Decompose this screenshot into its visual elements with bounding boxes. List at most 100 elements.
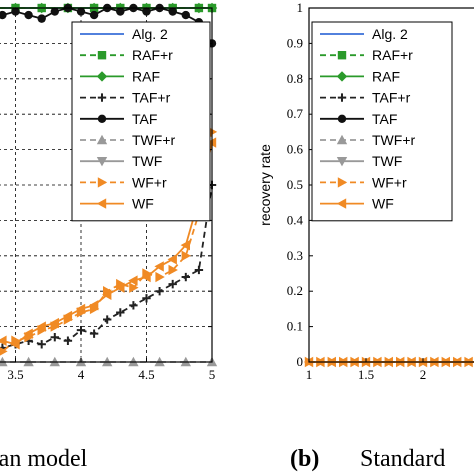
data-point <box>23 328 33 339</box>
data-point <box>24 10 33 20</box>
data-point <box>154 261 164 272</box>
a-legend-item: TWF <box>80 153 162 169</box>
b-legend-item: WF <box>320 196 394 212</box>
legend-label: WF+r <box>132 174 167 190</box>
b-legend-item: RAF <box>320 68 400 84</box>
panel-b-y-axis-label: recovery rate <box>257 144 273 226</box>
data-point <box>0 335 7 346</box>
legend-label: TWF+r <box>372 132 415 148</box>
panel-b: 0 0.1 0.2 0.3 0.4 0.5 0.6 0.7 0.8 0.9 1 1 1.5 2 Alg. … <box>257 0 474 472</box>
legend-swatch-marker <box>337 114 347 124</box>
series-line <box>0 131 213 353</box>
b-y-tick-label: 0.6 <box>287 142 304 157</box>
data-point <box>168 264 178 276</box>
legend-swatch-marker <box>336 157 348 167</box>
data-point <box>194 265 204 275</box>
b-legend-item: WF+r <box>320 174 407 190</box>
panel-a-caption: ian model <box>0 446 88 472</box>
data-point <box>116 308 125 317</box>
data-point <box>0 10 7 20</box>
a-legend-item: RAF <box>80 68 160 84</box>
data-point <box>141 271 151 283</box>
data-point <box>115 282 125 293</box>
data-point <box>142 294 151 303</box>
legend-swatch-marker <box>337 51 347 60</box>
data-point <box>49 317 59 329</box>
legend-label: WF+r <box>372 174 407 190</box>
data-point <box>142 7 151 16</box>
legend-label: TAF <box>132 111 157 127</box>
data-point <box>89 10 99 20</box>
a-legend-item: Alg. 2 <box>80 26 168 42</box>
legend-label: RAF <box>372 68 400 84</box>
legend-swatch-marker <box>337 177 348 188</box>
panel-b-caption-label: (b) <box>290 446 319 472</box>
data-point <box>76 325 86 335</box>
b-y-tick-label: 0.2 <box>287 283 303 298</box>
data-point <box>128 275 138 286</box>
b-x-tick-label: 2 <box>420 367 427 382</box>
a-legend-item: TWF+r <box>80 132 175 148</box>
b-x-tick-label: 1 <box>306 367 313 382</box>
legend-label: RAF+r <box>132 47 173 63</box>
data-point <box>11 7 20 16</box>
b-legend-item: TAF <box>320 111 397 127</box>
data-point <box>129 282 139 293</box>
a-legend-item: RAF+r <box>80 47 173 63</box>
b-y-tick-label: 1 <box>297 0 304 15</box>
b-legend-item: TWF <box>320 153 402 169</box>
data-point <box>181 250 191 261</box>
legend-swatch-marker <box>97 93 107 102</box>
data-point <box>168 279 177 289</box>
data-point <box>116 7 125 16</box>
legend-swatch-marker <box>96 157 108 167</box>
a-legend-item: WF+r <box>80 174 167 190</box>
legend-label: TWF+r <box>132 132 175 148</box>
legend-label: Alg. 2 <box>132 26 168 42</box>
legend-swatch-marker <box>97 51 107 60</box>
legend-swatch-marker <box>97 114 107 124</box>
data-point <box>89 329 99 338</box>
legend-label: Alg. 2 <box>372 26 408 42</box>
data-point <box>62 310 73 322</box>
legend-swatch-marker <box>336 134 348 145</box>
legend-label: WF <box>132 196 154 212</box>
data-point <box>180 239 190 251</box>
data-point <box>88 300 99 311</box>
b-legend-item: TWF+r <box>320 132 415 148</box>
b-x-tick-label: 1.5 <box>358 367 374 382</box>
panel-a-legend: Alg. 2 RAF+r RAF TAF+r TAF TWF+r TWF WF+r WF <box>71 21 211 222</box>
panel-a: 3.5 4 4.5 5 Alg. 2 RAF+r RAF TAF+r TAF TWF+r TWF W… <box>0 2 218 472</box>
data-point <box>75 303 86 315</box>
b-y-tick-label: 0.7 <box>287 106 304 121</box>
data-point <box>50 333 59 342</box>
b-y-tick-label: 0.8 <box>287 71 303 86</box>
b-y-tick-label: 0.4 <box>287 212 304 227</box>
data-point <box>181 10 190 20</box>
panel-b-legend: Alg. 2 RAF+r RAF TAF+r TAF TWF+r TWF WF+r WF <box>311 21 453 222</box>
legend-swatch-marker <box>96 134 108 145</box>
legend-label: TAF+r <box>372 90 411 106</box>
b-y-tick-label: 0 <box>297 354 304 369</box>
data-point <box>36 321 46 332</box>
panel-b-caption: Standard <box>360 446 445 472</box>
data-point <box>102 289 112 300</box>
b-y-tick-label: 0.5 <box>287 177 303 192</box>
legend-swatch-marker <box>336 71 348 82</box>
data-point <box>168 7 177 16</box>
data-point <box>181 272 190 282</box>
legend-label: WF <box>372 196 394 212</box>
a-legend-item: TAF+r <box>80 90 171 106</box>
data-point <box>167 254 177 265</box>
data-point <box>37 340 46 349</box>
legend-swatch-marker <box>336 198 347 209</box>
legend-swatch-marker <box>96 198 107 209</box>
legend-label: TAF <box>372 111 397 127</box>
b-y-tick-label: 0.3 <box>287 248 303 263</box>
data-point <box>10 339 20 350</box>
data-point <box>37 14 46 23</box>
data-point <box>0 347 8 356</box>
b-y-tick-label: 0.1 <box>287 319 303 334</box>
b-legend-item: RAF+r <box>320 47 413 63</box>
